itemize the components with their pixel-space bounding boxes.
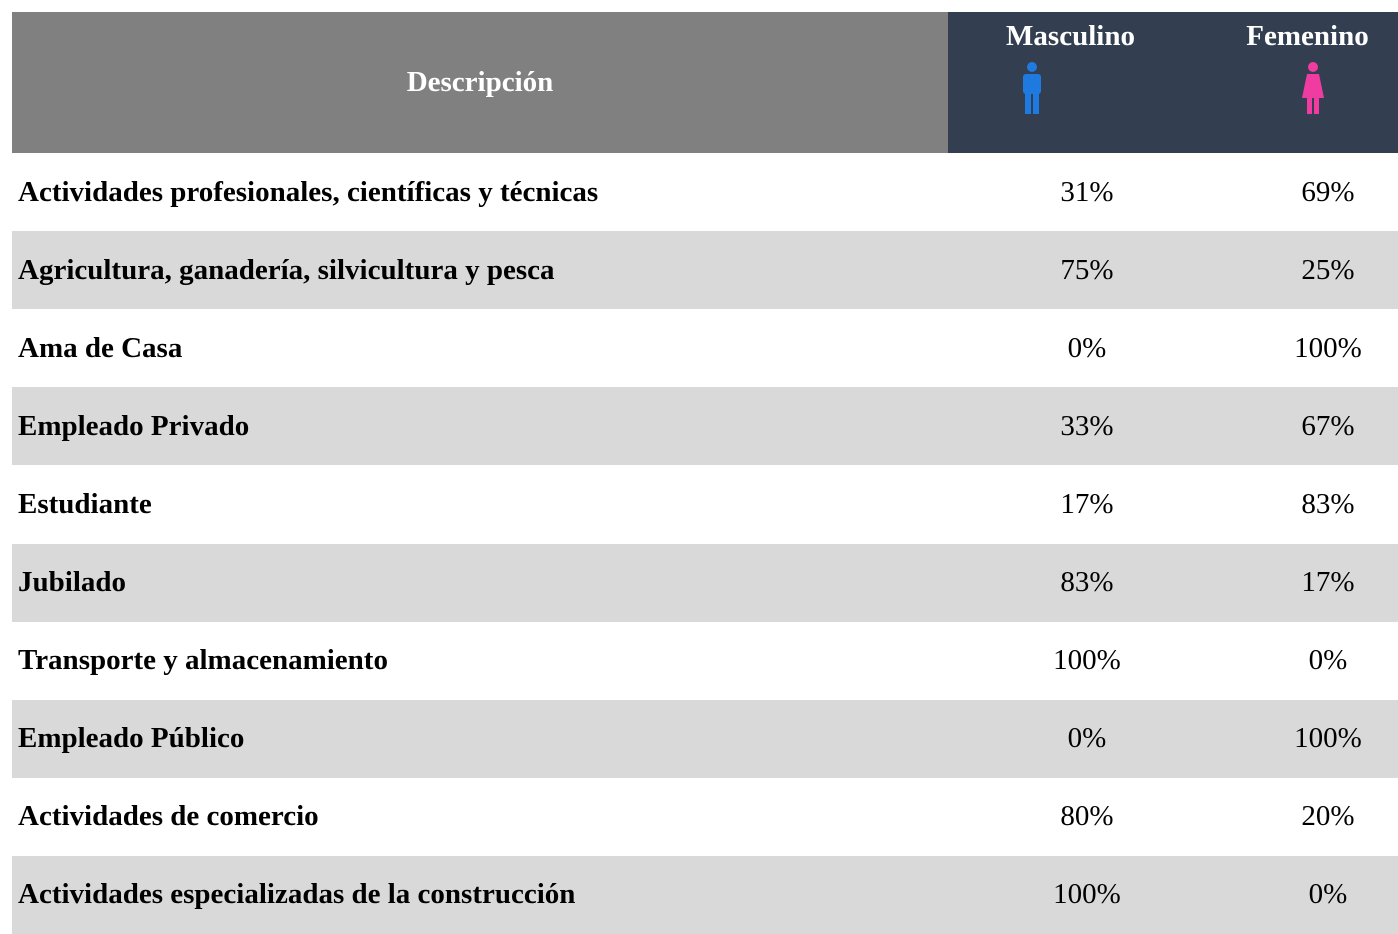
table-row: Actividades especializadas de la constru… (12, 855, 1398, 934)
row-description: Jubilado (18, 566, 126, 599)
row-male: 100% (1053, 644, 1121, 677)
row-description: Empleado Privado (18, 409, 250, 442)
row-description: Actividades especializadas de la constru… (18, 878, 576, 911)
row-description: Transporte y almacenamiento (18, 644, 388, 677)
table-row: Actividades profesionales, científicas y… (12, 153, 1398, 231)
row-male: 75% (1060, 253, 1114, 286)
row-male: 33% (1060, 409, 1114, 442)
row-male: 100% (1053, 878, 1121, 911)
row-male: 17% (1060, 487, 1114, 520)
table-row: Ama de Casa 0% 100% (12, 309, 1398, 387)
header-description: Descripción (12, 12, 948, 153)
row-female: 20% (1301, 800, 1355, 833)
row-male: 80% (1060, 800, 1114, 833)
row-description: Actividades de comercio (18, 800, 319, 833)
row-female: 67% (1301, 409, 1355, 442)
row-male: 83% (1060, 566, 1114, 599)
row-male: 31% (1060, 175, 1114, 208)
row-female: 17% (1301, 566, 1355, 599)
row-female: 83% (1301, 487, 1355, 520)
row-description: Ama de Casa (18, 331, 183, 364)
header-gender: Masculino Femenino (948, 12, 1398, 153)
table-row: Empleado Privado 33% 67% (12, 387, 1398, 466)
row-description: Empleado Público (18, 722, 245, 755)
table-row: Estudiante 17% 83% (12, 465, 1398, 543)
row-female: 100% (1294, 331, 1362, 364)
header-text: Descripción (406, 66, 554, 98)
table-row: Empleado Público 0% 100% (12, 699, 1398, 778)
header-male: Masculino (1006, 20, 1135, 52)
table-row: Agricultura, ganadería, silvicultura y p… (12, 231, 1398, 310)
row-female: 25% (1301, 253, 1355, 286)
male-icon (1023, 62, 1041, 114)
row-female: 0% (1308, 878, 1348, 911)
row-female: 0% (1308, 644, 1348, 677)
row-description: Estudiante (18, 487, 152, 520)
row-male: 0% (1067, 722, 1107, 755)
row-description: Agricultura, ganadería, silvicultura y p… (18, 253, 555, 286)
header-female: Femenino (1246, 20, 1369, 52)
table-row: Transporte y almacenamiento 100% 0% (12, 622, 1398, 700)
row-male: 0% (1067, 331, 1107, 364)
row-female: 100% (1294, 722, 1362, 755)
row-female: 69% (1301, 175, 1355, 208)
female-icon (1302, 62, 1324, 114)
table-row: Actividades de comercio 80% 20% (12, 778, 1398, 856)
table-row: Jubilado 83% 17% (12, 543, 1398, 622)
row-description: Actividades profesionales, científicas y… (18, 175, 599, 208)
